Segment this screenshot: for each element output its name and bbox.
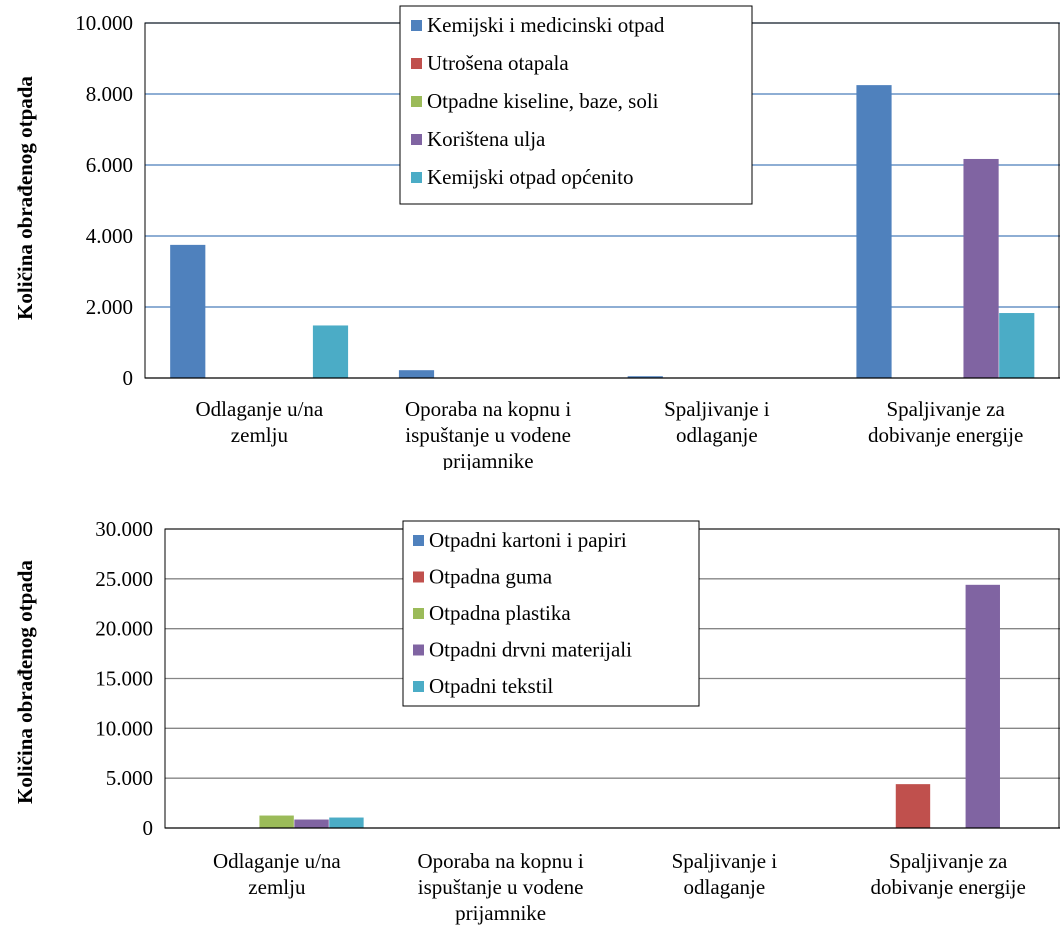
chart-nonhazardous-waste: 0 5.000 10.000 15.000 20.000 25.000 30.000 Odla… (0, 470, 1060, 933)
category-label: zemlju (231, 423, 289, 447)
y-tick-label: 30.000 (95, 517, 153, 541)
y-axis-title: Količina obrađenog otpada (13, 560, 37, 804)
bar (963, 158, 999, 378)
category-label: dobivanje energije (868, 423, 1023, 447)
category-label: odlaganje (684, 875, 766, 899)
bar (856, 85, 892, 378)
category-label: zemlju (248, 875, 306, 899)
y-tick-label: 2.000 (86, 295, 133, 319)
category-label: Oporaba na kopnu i (405, 397, 571, 421)
category-label: Oporaba na kopnu i (418, 849, 584, 873)
category-label: Spaljivanje za (886, 397, 1005, 421)
bar (627, 376, 663, 378)
legend-entry: Utrošena otapala (427, 51, 569, 75)
bar (398, 370, 435, 378)
legend-swatch (413, 535, 424, 546)
y-axis-title: Količina obrađenog otpada (13, 76, 37, 320)
legend-swatch (413, 608, 424, 619)
y-tick-label: 6.000 (86, 153, 133, 177)
bar (895, 784, 931, 828)
category-label: Spaljivanje za (889, 849, 1008, 873)
legend-swatch (411, 96, 422, 107)
bar (294, 819, 329, 828)
category-label: dobivanje energije (870, 875, 1025, 899)
legend-entry: Kemijski i medicinski otpad (427, 13, 665, 37)
legend-entry: Otpadne kiseline, baze, soli (427, 89, 659, 113)
chart2-svg: 0 5.000 10.000 15.000 20.000 25.000 30.000 Odla… (13, 517, 1060, 925)
legend-swatch (411, 134, 422, 145)
y-tick-label: 8.000 (86, 82, 133, 106)
legend-entry: Otpadni kartoni i papiri (429, 528, 627, 552)
category-label: prijamnike (443, 449, 534, 470)
legend-box (402, 520, 700, 707)
legend-swatch (411, 172, 422, 183)
y-tick-label: 0 (143, 816, 154, 840)
y-tick-label: 20.000 (95, 617, 153, 641)
legend-swatch (411, 20, 422, 31)
category-label: Odlaganje u/na (213, 849, 341, 873)
legend-swatch (411, 58, 422, 69)
y-tick-label: 5.000 (106, 766, 153, 790)
y-tick-label: 25.000 (95, 567, 153, 591)
legend-entry: Otpadna guma (429, 565, 553, 589)
y-tick-label: 15.000 (95, 667, 153, 691)
category-label: Odlaganje u/na (196, 397, 324, 421)
category-label: odlaganje (676, 423, 758, 447)
legend-swatch (413, 681, 424, 692)
bar (965, 584, 1000, 828)
legend-swatch (413, 644, 424, 656)
bar (170, 244, 206, 378)
legend-entry: Otpadna plastika (429, 601, 571, 625)
y-tick-label: 0 (123, 366, 134, 390)
y-tick-label: 4.000 (86, 224, 133, 248)
y-tick-label: 10.000 (95, 716, 153, 740)
category-label: Spaljivanje i (672, 849, 778, 873)
legend-box (399, 5, 753, 205)
legend-entry: Otpadni drvni materijali (429, 638, 632, 662)
bar (329, 817, 364, 828)
category-label: ispuštanje u vodene (405, 423, 571, 447)
y-tick-label: 10.000 (75, 11, 133, 35)
category-label: prijamnike (455, 901, 546, 925)
category-label: ispuštanje u vodene (418, 875, 584, 899)
bar (999, 313, 1035, 378)
legend-entry: Otpadni tekstil (429, 674, 553, 698)
category-label: Spaljivanje i (664, 397, 770, 421)
bar (259, 815, 294, 828)
legend-entry: Korištena ulja (427, 127, 546, 151)
legend-swatch (413, 571, 424, 583)
bar (312, 325, 349, 378)
legend-entry: Kemijski otpad općenito (427, 165, 633, 189)
chart1-svg: 0 2.000 4.000 6.000 8.000 10.000 Odlaganje u/n… (13, 5, 1060, 470)
chart-hazardous-waste: 0 2.000 4.000 6.000 8.000 10.000 Odlaganje u/n… (13, 5, 1060, 470)
